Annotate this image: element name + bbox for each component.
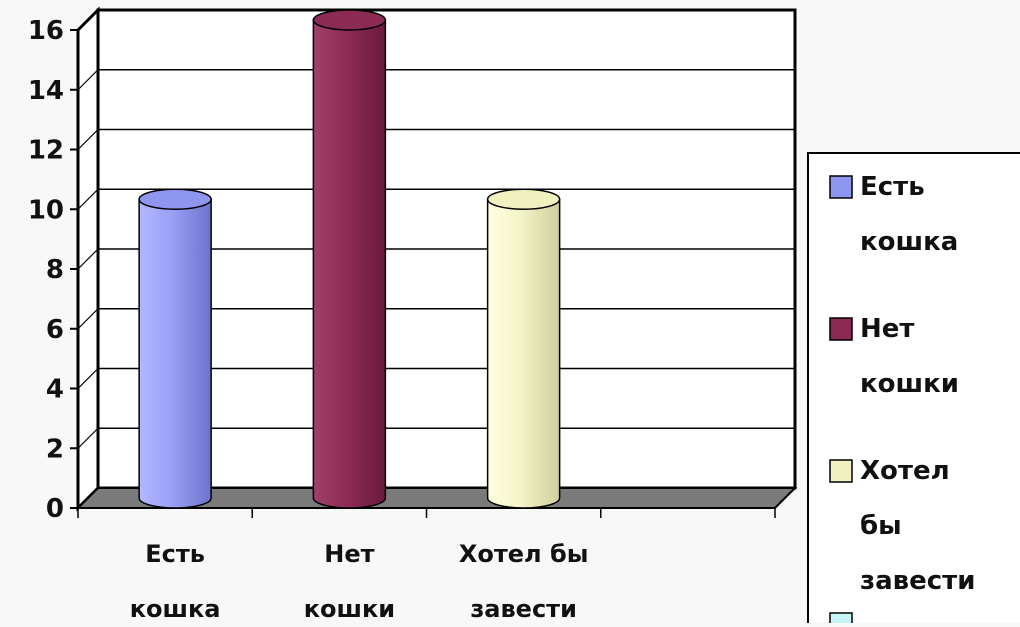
category-label: Нет — [324, 540, 374, 568]
bar — [486, 188, 561, 509]
y-tick-label: 8 — [46, 255, 64, 285]
gridline-side — [77, 69, 99, 91]
bar-body — [312, 19, 387, 509]
bar-body — [486, 198, 561, 509]
legend-label: Есть — [860, 172, 925, 202]
legend-label: кошки — [860, 369, 959, 399]
gridline-side — [77, 368, 99, 389]
gridline-side — [77, 129, 99, 150]
category-label: Есть — [145, 540, 205, 568]
bars — [138, 9, 561, 509]
legend-swatch — [829, 612, 853, 627]
bar-top — [138, 188, 212, 210]
legend: Есть кошка Нет кошки Хотел бы завести — [807, 152, 1020, 627]
y-tick-label: 4 — [46, 375, 64, 405]
legend-label: Нет — [860, 314, 914, 344]
legend-swatch — [829, 459, 853, 483]
y-tick-label: 16 — [28, 16, 64, 46]
legend-label: бы — [860, 511, 902, 541]
y-tick-label: 12 — [28, 136, 64, 166]
y-tick-label: 6 — [46, 315, 64, 345]
gridline-side — [77, 188, 99, 210]
bar-body — [138, 198, 212, 509]
legend-swatch — [829, 175, 853, 199]
axes: 0 2 4 6 8 10 12 14 16 — [28, 16, 776, 524]
category-label: завести — [470, 595, 577, 623]
category-label: кошки — [304, 595, 395, 623]
legend-swatch — [829, 317, 853, 341]
bar-top — [312, 9, 387, 31]
gridline-side — [77, 308, 99, 330]
y-tick-label: 14 — [28, 76, 64, 106]
gridline-side — [77, 427, 99, 449]
bar — [138, 188, 212, 509]
legend-box — [807, 152, 1020, 627]
plot-area — [75, 6, 798, 512]
category-label: Хотел бы — [459, 540, 589, 568]
bar-top — [486, 188, 561, 210]
legend-label: кошка — [860, 227, 958, 257]
gridline-side — [77, 9, 99, 31]
legend-label: завести — [860, 566, 975, 596]
y-tick-label: 2 — [46, 434, 64, 464]
category-label: кошка — [130, 595, 221, 623]
floor — [75, 487, 798, 509]
category-labels: Есть кошка Нет кошки Хотел бы завести — [130, 540, 589, 623]
bar — [312, 9, 387, 509]
y-tick-label: 10 — [28, 195, 64, 225]
gridline-side — [77, 248, 99, 270]
y-tick-label: 0 — [46, 494, 64, 524]
legend-label: Хотел — [860, 456, 950, 486]
